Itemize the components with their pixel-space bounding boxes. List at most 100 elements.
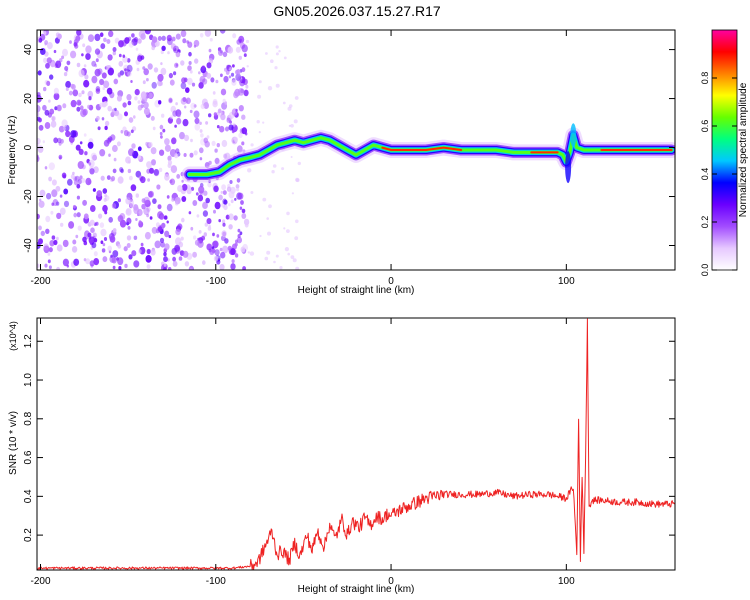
- heatmap-speckle: [162, 128, 166, 133]
- snr-y-tick-label: 0.6: [23, 450, 34, 464]
- heatmap-speckle: [138, 249, 142, 254]
- heatmap-speckle: [167, 160, 173, 166]
- heatmap-speckle: [237, 88, 245, 96]
- heatmap-speckle: [163, 267, 167, 270]
- heatmap-speckle: [214, 201, 221, 210]
- heatmap-speckle: [56, 212, 62, 220]
- heatmap-speckle: [293, 119, 298, 124]
- heatmap-speckle: [167, 155, 172, 161]
- heatmap-speckle: [228, 75, 232, 79]
- heatmap-speckle: [164, 243, 170, 251]
- heatmap-speckle: [117, 243, 122, 249]
- heatmap-speckle: [230, 186, 236, 194]
- heatmap-speckle: [49, 108, 55, 115]
- heatmap-speckle: [177, 223, 183, 230]
- heatmap-speckle: [56, 244, 63, 252]
- heatmap-speckle: [199, 147, 204, 154]
- heatmap-speckle: [212, 100, 218, 108]
- heatmap-speckle: [56, 104, 62, 112]
- heatmap-speckle: [44, 122, 51, 129]
- heatmap-speckle: [84, 74, 89, 80]
- heatmap-speckle: [79, 141, 83, 145]
- heatmap-speckle: [215, 79, 219, 84]
- heatmap-speckle: [37, 213, 40, 220]
- heatmap-speckle: [79, 175, 83, 180]
- heatmap-speckle: [44, 109, 50, 116]
- heatmap-speckle: [174, 62, 179, 68]
- heatmap-speckle: [138, 220, 142, 225]
- heatmap-speckle: [116, 141, 121, 147]
- heatmap-speckle: [140, 91, 147, 99]
- heatmap-speckle: [213, 112, 218, 117]
- heatmap-speckle: [99, 149, 106, 157]
- heatmap-speckle: [135, 193, 139, 198]
- heatmap-speckle: [104, 120, 110, 127]
- heatmap-speckle: [222, 51, 228, 58]
- heatmap-speckle: [190, 102, 196, 110]
- heatmap-speckle: [85, 45, 92, 54]
- heatmap-speckle: [239, 231, 243, 235]
- heatmap-speckle: [70, 83, 75, 89]
- heatmap-speckle: [102, 243, 106, 247]
- heatmap-speckle: [262, 197, 267, 202]
- heatmap-speckle: [125, 209, 130, 215]
- heatmap-speckle: [138, 30, 145, 39]
- snr-y-multiplier: (x10^4): [8, 321, 18, 351]
- heatmap-speckle: [103, 101, 108, 107]
- spectrogram-x-tick-label: 100: [558, 276, 575, 287]
- heatmap-speckle: [158, 100, 162, 105]
- heatmap-speckle: [83, 213, 89, 220]
- heatmap-speckle: [143, 196, 150, 205]
- heatmap-speckle: [219, 247, 223, 252]
- heatmap-speckle: [170, 43, 176, 50]
- heatmap-speckle: [160, 241, 165, 248]
- heatmap-speckle: [126, 58, 131, 63]
- heatmap-speckle: [56, 236, 59, 241]
- heatmap-speckle: [73, 42, 78, 47]
- burst-upper: [570, 123, 577, 148]
- heatmap-speckle: [53, 239, 58, 246]
- heatmap-speckle: [106, 87, 113, 95]
- heatmap-speckle: [219, 263, 225, 270]
- heatmap-speckle: [73, 212, 77, 218]
- heatmap-speckle: [40, 230, 45, 237]
- heatmap-speckle: [76, 195, 80, 200]
- heatmap-speckle: [230, 248, 236, 256]
- heatmap-speckle: [93, 251, 98, 257]
- heatmap-speckle: [37, 70, 42, 76]
- heatmap-speckle: [87, 90, 94, 98]
- heatmap-speckle: [90, 205, 96, 212]
- heatmap-speckle: [73, 180, 79, 186]
- heatmap-speckle: [77, 178, 82, 185]
- heatmap-speckle: [160, 67, 167, 76]
- snr-y-tick-label: 1.0: [23, 373, 34, 387]
- colorbar-label: Normalized spectral amplitude: [738, 82, 749, 217]
- heatmap-speckle: [174, 244, 181, 252]
- heatmap-speckle: [198, 185, 205, 194]
- heatmap-speckle: [88, 162, 92, 166]
- heatmap-speckle: [170, 165, 178, 174]
- heatmap-speckle: [228, 224, 233, 230]
- heatmap-speckle: [50, 210, 54, 215]
- heatmap-speckle: [209, 37, 213, 42]
- heatmap-speckle: [163, 263, 167, 267]
- heatmap-speckle: [59, 156, 62, 160]
- heatmap-speckle: [230, 199, 234, 204]
- heatmap-speckle: [55, 185, 61, 192]
- heatmap-speckle: [151, 45, 155, 51]
- heatmap-speckle: [236, 236, 242, 244]
- heatmap-speckle: [122, 54, 126, 58]
- heatmap-speckle: [46, 80, 51, 86]
- heatmap-speckle: [262, 121, 265, 124]
- heatmap-speckle: [295, 266, 300, 270]
- heatmap-speckle: [156, 184, 161, 190]
- heatmap-speckle: [169, 178, 176, 186]
- heatmap-speckle: [201, 65, 206, 70]
- heatmap-speckle: [236, 145, 243, 153]
- heatmap-speckle: [153, 169, 159, 176]
- heatmap-speckle: [43, 86, 47, 92]
- heatmap-speckle: [72, 204, 76, 209]
- heatmap-speckle: [53, 92, 60, 101]
- chart-title: GN05.2026.037.15.27.R17: [273, 3, 441, 19]
